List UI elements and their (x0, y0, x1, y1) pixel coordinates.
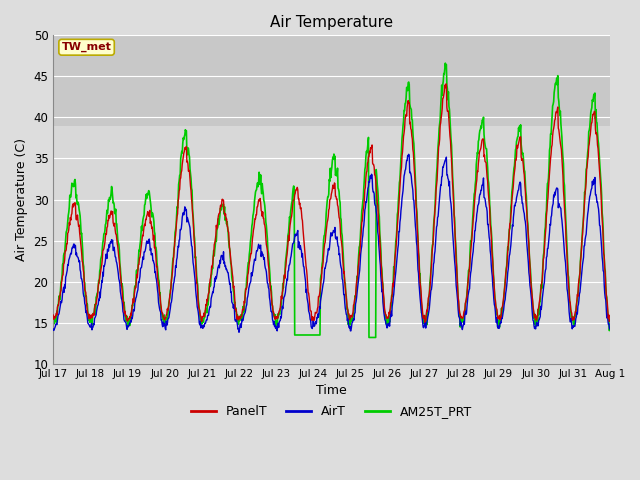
AM25T_PRT (256, 181, 264, 187)
AM25T_PRT (122, 318, 130, 324)
AM25T_PRT (453, 264, 461, 270)
AirT (235, 329, 243, 335)
AM25T_PRT (571, 313, 579, 319)
PanelT (571, 312, 579, 317)
PanelT (453, 264, 461, 270)
PanelT (197, 313, 205, 319)
PanelT (421, 319, 429, 325)
Title: Air Temperature: Air Temperature (270, 15, 393, 30)
AM25T_PRT (365, 335, 373, 340)
AirT (197, 325, 205, 331)
AM25T_PRT (442, 60, 449, 66)
Bar (53, 36, 610, 126)
AirT (337, 264, 345, 270)
PanelT (49, 312, 57, 318)
Y-axis label: Air Temperature (C): Air Temperature (C) (15, 138, 28, 261)
AM25T_PRT (606, 324, 614, 330)
PanelT (122, 312, 130, 318)
AirT (49, 326, 57, 332)
AM25T_PRT (337, 215, 344, 221)
PanelT (442, 81, 450, 87)
PanelT (337, 232, 344, 238)
AirT (122, 320, 130, 326)
AM25T_PRT (197, 320, 205, 326)
AirT (257, 242, 264, 248)
Text: TW_met: TW_met (61, 42, 111, 52)
PanelT (606, 318, 614, 324)
AM25T_PRT (49, 316, 57, 322)
Legend: PanelT, AirT, AM25T_PRT: PanelT, AirT, AM25T_PRT (186, 400, 477, 423)
X-axis label: Time: Time (316, 384, 347, 397)
Line: AirT: AirT (53, 154, 610, 332)
AirT (606, 326, 614, 332)
Line: AM25T_PRT: AM25T_PRT (53, 63, 610, 337)
PanelT (256, 195, 264, 201)
Line: PanelT: PanelT (53, 84, 610, 322)
AirT (453, 288, 461, 293)
AirT (405, 151, 413, 157)
AirT (571, 324, 579, 329)
